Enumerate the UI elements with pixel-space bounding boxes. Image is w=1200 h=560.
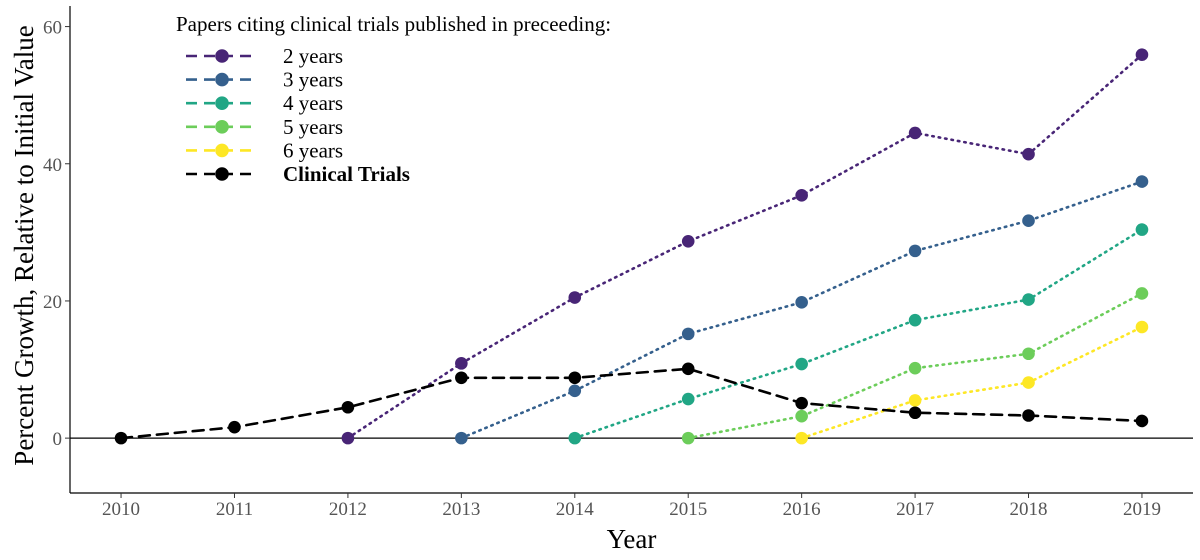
data-point <box>568 431 582 445</box>
y-tick-label: 0 <box>53 429 63 450</box>
y-tick-label: 20 <box>43 292 62 313</box>
legend-item-6-years: 6 years <box>186 138 343 162</box>
data-point <box>455 371 468 385</box>
legend-label: Clinical Trials <box>283 162 410 186</box>
y-axis-title: Percent Growth, Relative to Initial Valu… <box>9 25 39 465</box>
series-line <box>119 367 1144 440</box>
series-clinical-trials <box>114 362 1149 445</box>
data-point <box>341 400 355 414</box>
y-tick-label: 60 <box>43 18 62 39</box>
x-tick-label: 2013 <box>442 499 480 520</box>
data-point <box>455 357 468 370</box>
data-point <box>908 126 922 140</box>
data-point <box>1022 293 1035 306</box>
series-line <box>686 292 1144 440</box>
data-point <box>908 361 922 375</box>
legend-item-5-years: 5 years <box>186 115 343 139</box>
x-tick-label: 2014 <box>556 499 595 520</box>
data-point <box>1135 287 1149 300</box>
x-tick-label: 2010 <box>102 499 140 520</box>
data-point <box>114 431 128 445</box>
data-point <box>1135 48 1149 61</box>
series-3-years <box>455 175 1149 445</box>
legend-item-4-years: 4 years <box>186 91 343 115</box>
data-point <box>1135 175 1149 188</box>
x-axis-title: Year <box>607 524 657 554</box>
data-point <box>681 392 695 406</box>
series-line <box>573 228 1144 440</box>
data-point <box>681 431 695 445</box>
data-point <box>341 431 355 445</box>
data-point <box>1022 376 1035 389</box>
legend-item-2-years: 2 years <box>186 44 343 68</box>
data-point <box>1135 414 1149 428</box>
legend-swatch-dot <box>215 72 229 87</box>
series-5-years <box>681 287 1149 445</box>
data-point <box>795 409 808 423</box>
legend-swatch-dot <box>215 120 229 134</box>
data-point <box>795 396 808 410</box>
legend-label: 6 years <box>283 138 343 162</box>
data-point <box>908 394 922 407</box>
legend-swatch-dot <box>215 96 229 110</box>
data-point <box>455 431 468 445</box>
data-point <box>568 291 582 304</box>
y-tick-label: 40 <box>43 155 62 176</box>
legend-swatch-dot <box>215 143 229 158</box>
legend-swatch-dot <box>215 167 229 181</box>
data-point <box>681 327 695 341</box>
data-point <box>568 371 582 385</box>
legend-label: 4 years <box>283 91 343 115</box>
data-point <box>1135 223 1149 236</box>
x-tick-label: 2017 <box>896 499 934 520</box>
data-point <box>681 362 695 376</box>
series-4-years <box>568 223 1149 445</box>
legend-label: 2 years <box>283 44 343 68</box>
data-point <box>1022 214 1035 227</box>
legend-item-clinical-trials: Clinical Trials <box>186 162 410 186</box>
data-point <box>1135 320 1149 334</box>
legend-swatch-dot <box>215 49 229 63</box>
data-point <box>795 357 808 371</box>
legend-item-3-years: 3 years <box>186 68 343 92</box>
data-point <box>568 384 582 398</box>
x-tick-label: 2015 <box>669 499 707 520</box>
data-point <box>908 406 922 420</box>
series-line <box>346 53 1144 440</box>
x-tick-label: 2019 <box>1123 499 1161 520</box>
data-point <box>795 189 808 202</box>
data-point <box>908 313 922 327</box>
legend-title: Papers citing clinical trials published … <box>176 12 611 36</box>
data-point <box>795 296 808 309</box>
series-2-years <box>341 48 1149 445</box>
data-point <box>1022 347 1035 361</box>
legend-label: 5 years <box>283 115 343 139</box>
axes: 0 20 40 60 2010 2011 2012 2013 2014 2015 2016 2017 2… <box>43 6 1193 520</box>
x-tick-label: 2012 <box>329 499 367 520</box>
x-tick-label: 2011 <box>216 499 253 520</box>
legend-label: 3 years <box>283 68 343 92</box>
data-point <box>795 431 808 445</box>
data-point <box>908 244 922 258</box>
data-point <box>681 234 695 248</box>
series-6-years <box>795 320 1149 445</box>
x-tick-label: 2018 <box>1010 499 1048 520</box>
data-point <box>1022 409 1035 422</box>
data-point <box>228 420 241 434</box>
data-point <box>1022 147 1035 161</box>
series-line <box>800 325 1144 440</box>
x-tick-label: 2016 <box>783 499 821 520</box>
series-layer <box>114 48 1149 445</box>
